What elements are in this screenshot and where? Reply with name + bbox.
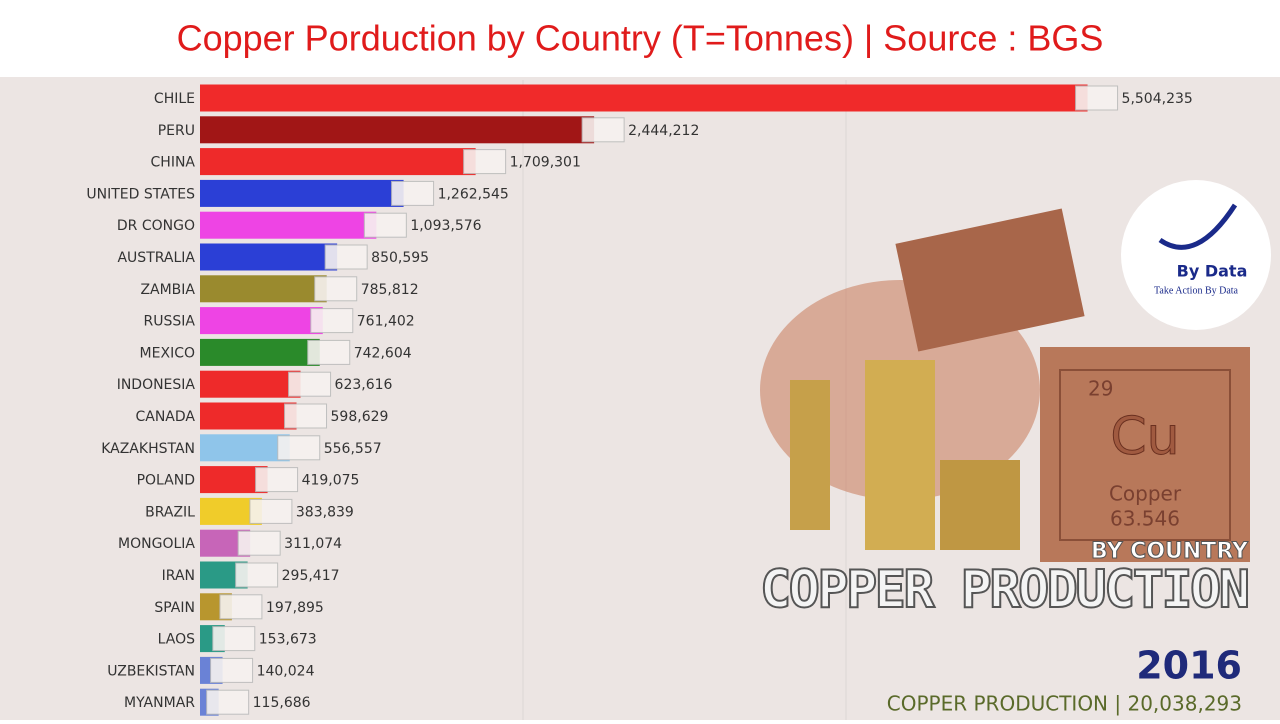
logo-tagline: Take Action By Data — [1154, 285, 1239, 296]
flag — [288, 371, 332, 397]
value-label: 140,024 — [257, 663, 315, 679]
value-label: 311,074 — [284, 536, 342, 552]
value-label: 1,093,576 — [410, 218, 481, 234]
logo-mark — [1158, 203, 1238, 250]
y-tick-label: ZAMBIA — [140, 282, 195, 298]
value-label: 598,629 — [331, 409, 389, 425]
bar — [200, 211, 377, 239]
y-tick-label: RUSSIA — [144, 314, 196, 330]
year-label: 2016 — [1136, 644, 1242, 688]
flag — [1075, 85, 1119, 111]
flag — [307, 339, 351, 365]
y-tick-label: CHINA — [151, 155, 196, 171]
logo-name: By Data — [1177, 262, 1248, 281]
value-label: 761,402 — [357, 314, 415, 330]
element-name: Copper — [1109, 482, 1182, 506]
y-tick-label: POLAND — [137, 473, 195, 489]
bar — [200, 84, 1088, 112]
flag — [324, 244, 368, 270]
y-tick-label: LAOS — [158, 632, 195, 648]
bar — [200, 402, 297, 430]
value-label: 1,709,301 — [510, 155, 581, 171]
y-tick-label: SPAIN — [154, 600, 195, 616]
value-label: 153,673 — [259, 632, 317, 648]
bar — [200, 370, 301, 398]
y-tick-label: KAZAKHSTAN — [101, 441, 195, 457]
y-tick-label: MONGOLIA — [118, 536, 195, 552]
y-tick-label: INDONESIA — [117, 377, 196, 393]
flag — [249, 498, 293, 524]
chart-title: Copper Porduction by Country (T=Tonnes) … — [177, 18, 1104, 59]
bar — [200, 307, 323, 335]
flag — [206, 689, 250, 715]
value-label: 742,604 — [354, 345, 412, 361]
value-label: 2,444,212 — [628, 123, 699, 139]
bar — [200, 116, 595, 144]
value-label: 419,075 — [302, 473, 360, 489]
logo-circle — [1121, 180, 1271, 330]
flag — [237, 530, 281, 556]
bar — [200, 434, 290, 462]
flag — [210, 657, 254, 683]
value-label: 295,417 — [282, 568, 340, 584]
y-tick-label: UNITED STATES — [86, 186, 195, 202]
value-label: 623,616 — [335, 377, 393, 393]
banner-title: COPPER PRODUCTION — [760, 560, 1250, 620]
y-tick-label: CANADA — [135, 409, 195, 425]
value-label: 115,686 — [253, 695, 311, 711]
flag — [463, 149, 507, 175]
banner-art: 29 Cu Copper 63.546 BY COUNTRY COPPER PR… — [759, 208, 1251, 621]
flag — [235, 562, 279, 588]
bar — [200, 275, 327, 303]
y-tick-label: MYANMAR — [124, 695, 195, 711]
total-label: COPPER PRODUCTION | 20,038,293 — [887, 692, 1242, 716]
logo: By Data Take Action By Data — [1121, 180, 1271, 330]
title-band — [0, 0, 1280, 77]
value-label: 785,812 — [361, 282, 419, 298]
bar — [200, 338, 320, 366]
bar — [200, 243, 338, 271]
bar — [200, 148, 476, 176]
y-tick-label: UZBEKISTAN — [107, 663, 195, 679]
element-number: 29 — [1088, 377, 1113, 401]
value-label: 5,504,235 — [1122, 91, 1193, 107]
y-tick-label: CHILE — [154, 91, 195, 107]
banner-subtitle: BY COUNTRY — [1091, 539, 1249, 564]
value-label: 197,895 — [266, 600, 324, 616]
flag — [255, 467, 299, 493]
flag — [391, 180, 435, 206]
y-tick-label: DR CONGO — [117, 218, 195, 234]
element-symbol: Cu — [1110, 407, 1179, 467]
flag — [284, 403, 328, 429]
value-label: 556,557 — [324, 441, 382, 457]
value-label: 850,595 — [371, 250, 429, 266]
y-tick-label: BRAZIL — [145, 504, 195, 520]
flag — [310, 308, 354, 334]
y-tick-label: PERU — [158, 123, 195, 139]
y-tick-label: IRAN — [162, 568, 195, 584]
flag — [363, 212, 407, 238]
flag — [581, 117, 625, 143]
flag — [219, 594, 263, 620]
flag — [212, 626, 256, 652]
flag — [277, 435, 321, 461]
y-tick-label: AUSTRALIA — [117, 250, 195, 266]
value-label: 1,262,545 — [438, 186, 509, 202]
flag — [314, 276, 358, 302]
y-tick-label: MEXICO — [140, 345, 195, 361]
element-mass: 63.546 — [1110, 507, 1180, 531]
bar — [200, 179, 404, 207]
value-label: 383,839 — [296, 504, 354, 520]
